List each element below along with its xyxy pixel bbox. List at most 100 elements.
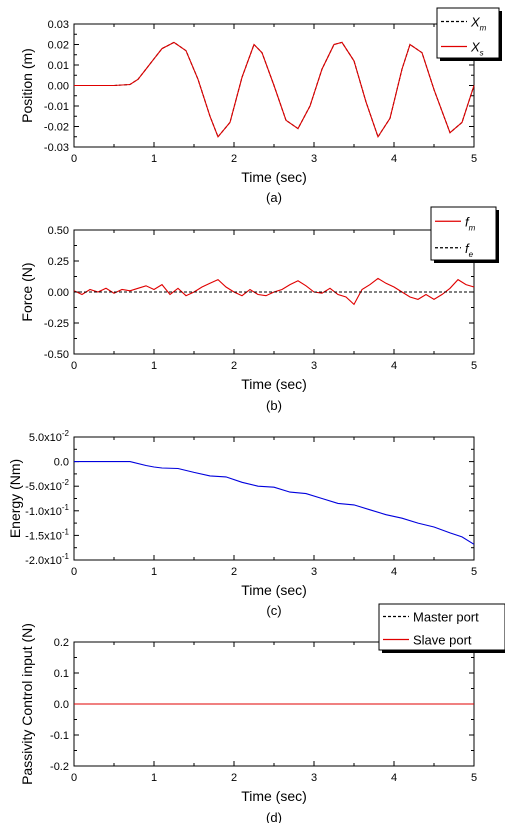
x-tick-label: 5 xyxy=(471,153,477,165)
legend-label-name: f xyxy=(465,214,470,229)
y-tick-label: -0.25 xyxy=(44,318,69,330)
legend-label-name: X xyxy=(470,40,481,55)
legend-box xyxy=(436,7,500,59)
x-tick-label: 0 xyxy=(71,153,77,165)
y-tick-label: 0.2 xyxy=(54,637,69,649)
panel-caption: (a) xyxy=(266,190,282,205)
series-line-series xyxy=(74,461,475,545)
x-tick-label: 5 xyxy=(471,360,477,372)
y-axis-label: Force (N) xyxy=(19,262,35,321)
y-axis-label: Passivity Control input (N) xyxy=(19,623,35,785)
legend-label: fe xyxy=(465,241,474,259)
x-tick-label: 4 xyxy=(391,153,397,165)
y-tick-label: 0.03 xyxy=(48,19,69,31)
x-tick-label: 4 xyxy=(391,772,397,784)
x-tick-label: 3 xyxy=(311,566,317,578)
x-tick-label: 1 xyxy=(151,360,157,372)
series-line-s xyxy=(74,41,475,139)
legend-box xyxy=(430,206,497,261)
legend-box xyxy=(378,603,505,651)
y-tick-label: -0.03 xyxy=(44,142,69,154)
y-tick-label-exp: -2 xyxy=(62,429,70,438)
legend-label: Xm xyxy=(470,15,487,33)
y-tick-label-base: -5.0x10 xyxy=(25,481,62,493)
x-tick-label: 2 xyxy=(231,153,237,165)
x-tick-label: 5 xyxy=(471,566,477,578)
x-tick-label: 2 xyxy=(231,360,237,372)
x-tick-label: 4 xyxy=(391,566,397,578)
y-tick-label: 0.1 xyxy=(54,668,69,680)
chart-panel-b: 0 1 2 3 4 5 -0.50 -0.25 0.00 0.25 0.50 Time (sec) Fo… xyxy=(19,206,499,413)
y-tick-label: -1.0x10-1 xyxy=(25,503,69,518)
legend-label-subscript: m xyxy=(480,24,487,33)
x-tick-label: 3 xyxy=(311,153,317,165)
y-tick-label: -0.2 xyxy=(50,761,69,773)
x-tick-label: 3 xyxy=(311,772,317,784)
legend-label-subscript: s xyxy=(480,49,484,58)
y-tick-label-exp: -2 xyxy=(62,478,70,487)
y-tick-label: 0.00 xyxy=(48,287,69,299)
x-tick-label: 0 xyxy=(71,772,77,784)
x-tick-label: 2 xyxy=(231,566,237,578)
y-tick-label-exp: -1 xyxy=(62,527,70,536)
y-tick-label: -1.5x10-1 xyxy=(25,527,69,542)
legend-label: Master port xyxy=(413,610,479,625)
plot-frame xyxy=(73,436,475,561)
x-tick-label: 0 xyxy=(71,360,77,372)
y-axis-label: Energy (Nm) xyxy=(7,459,23,538)
x-tick-label: 1 xyxy=(151,566,157,578)
y-tick-label: -2.0x10-1 xyxy=(25,552,69,567)
x-tick-label: 4 xyxy=(391,360,397,372)
y-tick-label: 0.01 xyxy=(48,60,69,72)
y-tick-label: 0.02 xyxy=(48,40,69,52)
legend: Master port Slave port xyxy=(378,603,505,653)
panel-caption: (c) xyxy=(266,603,281,618)
y-tick-label-exp: -1 xyxy=(62,552,70,561)
legend-label: Slave port xyxy=(413,633,472,648)
legend-label-name: Master port xyxy=(413,610,479,625)
y-tick-label: -0.02 xyxy=(44,122,69,134)
legend-label: fm xyxy=(465,214,476,232)
y-axis-label: Position (m) xyxy=(19,48,35,123)
y-tick-label: 0.50 xyxy=(48,225,69,237)
y-tick-label: 5.0x10-2 xyxy=(29,429,70,444)
legend-label-name: X xyxy=(470,15,481,30)
y-tick-label: -0.50 xyxy=(44,349,69,361)
y-tick-label-base: -2.0x10 xyxy=(25,555,62,567)
y-tick-label: 0.00 xyxy=(48,81,69,93)
legend-label-subscript: e xyxy=(469,250,474,259)
legend-label: Xs xyxy=(470,40,484,58)
x-tick-label: 1 xyxy=(151,153,157,165)
x-tick-label: 3 xyxy=(311,360,317,372)
chart-panel-a: 0 1 2 3 4 5 -0.03 -0.02 -0.01 0.00 0.01 0.02 0.03 Tim… xyxy=(19,7,502,205)
series-line-m xyxy=(73,277,475,306)
x-axis-label: Time (sec) xyxy=(241,376,307,392)
x-axis-label: Time (sec) xyxy=(241,788,307,804)
y-tick-label-exp: -1 xyxy=(62,503,70,512)
legend-label-subscript: m xyxy=(469,223,476,232)
y-tick-label: 0.0 xyxy=(54,457,69,469)
y-tick-label: 0.0 xyxy=(54,699,69,711)
y-tick-label: -5.0x10-2 xyxy=(25,478,69,493)
series-line-m xyxy=(74,41,475,139)
y-tick-label-base: -1.5x10 xyxy=(25,530,62,542)
x-tick-label: 0 xyxy=(71,566,77,578)
panel-caption: (b) xyxy=(266,398,282,413)
legend-label-name: f xyxy=(465,241,470,256)
y-tick-label: -0.1 xyxy=(50,730,69,742)
x-axis-label: Time (sec) xyxy=(241,582,307,598)
y-tick-label: -0.01 xyxy=(44,101,69,113)
x-tick-label: 1 xyxy=(151,772,157,784)
chart-panel-d: 0 1 2 3 4 5 -0.2 -0.1 0.0 0.1 0.2 Time (sec) Passivi… xyxy=(19,603,505,823)
legend-label-name: Slave port xyxy=(413,633,472,648)
x-tick-label: 5 xyxy=(471,772,477,784)
y-tick-label: 0.25 xyxy=(48,256,69,268)
y-tick-label-base: 5.0x10 xyxy=(29,432,62,444)
y-tick-label-base: -1.0x10 xyxy=(25,506,62,518)
x-tick-label: 2 xyxy=(231,772,237,784)
panel-caption: (d) xyxy=(266,810,282,823)
x-axis-label: Time (sec) xyxy=(241,169,307,185)
